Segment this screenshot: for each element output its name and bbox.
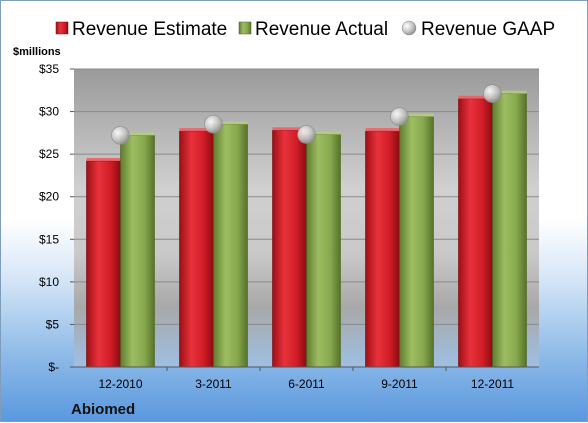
legend-swatch-revenue-gaap — [401, 20, 417, 36]
bar-revenue-actual — [399, 116, 434, 368]
y-tick-label: $30 — [39, 105, 59, 119]
bar-revenue-estimate — [179, 130, 214, 368]
x-tick-label: 9-2011 — [381, 377, 418, 391]
y-tick-label: $- — [48, 360, 59, 374]
bar-revenue-estimate-top — [179, 128, 214, 132]
bar-revenue-actual-top — [120, 132, 155, 136]
y-tick-label: $25 — [39, 147, 59, 161]
y-tick-label: $10 — [39, 275, 59, 289]
x-axis-ticks: 12-2010 3-2011 6-2011 9-2011 12-2011 — [98, 367, 514, 391]
bar-revenue-actual — [213, 124, 248, 368]
marker-revenue-gaap — [483, 84, 502, 103]
bars — [86, 90, 527, 368]
y-tick-label: $15 — [39, 232, 59, 246]
bar-revenue-actual-top — [492, 90, 527, 94]
legend-label-revenue-estimate: Revenue Estimate — [72, 19, 227, 40]
x-tick-label: 12-2011 — [471, 377, 514, 391]
legend-swatch-revenue-actual — [238, 21, 252, 35]
marker-revenue-gaap — [297, 125, 316, 144]
y-axis-ticks: $- $5 $10 $15 $20 $25 $30 $35 — [39, 62, 74, 374]
bar-revenue-estimate-top — [272, 127, 307, 131]
bar-revenue-actual-top — [213, 121, 248, 125]
y-tick-label: $5 — [46, 317, 60, 331]
y-tick-label: $35 — [39, 62, 59, 76]
gaap-markers — [111, 84, 502, 145]
bar-revenue-estimate-top — [86, 157, 121, 161]
legend-label-revenue-actual: Revenue Actual — [255, 19, 388, 40]
marker-revenue-gaap — [390, 107, 409, 126]
bar-revenue-estimate — [272, 130, 307, 368]
bar-revenue-estimate — [458, 98, 493, 368]
legend: Revenue Estimate Revenue Actual Revenue … — [55, 19, 555, 40]
x-tick-label: 6-2011 — [288, 377, 325, 391]
company-label: Abiomed — [71, 401, 135, 418]
bar-revenue-actual-top — [399, 113, 434, 117]
y-tick-label: $20 — [39, 190, 59, 204]
marker-revenue-gaap — [111, 126, 130, 145]
bar-revenue-actual — [120, 135, 155, 368]
bar-revenue-estimate-top — [365, 128, 400, 132]
y-axis-unit-label: $millions — [13, 46, 61, 58]
bar-revenue-estimate — [365, 130, 400, 368]
x-tick-label: 12-2010 — [98, 377, 142, 391]
bar-revenue-actual — [492, 93, 527, 368]
legend-swatch-revenue-estimate — [55, 21, 69, 35]
legend-label-revenue-gaap: Revenue GAAP — [421, 19, 555, 40]
x-tick-label: 3-2011 — [195, 377, 232, 391]
bar-revenue-estimate — [86, 160, 121, 368]
bar-revenue-estimate-top — [458, 95, 493, 99]
marker-revenue-gaap — [204, 115, 223, 134]
bar-revenue-actual — [306, 134, 341, 368]
bar-revenue-actual-top — [306, 131, 341, 135]
